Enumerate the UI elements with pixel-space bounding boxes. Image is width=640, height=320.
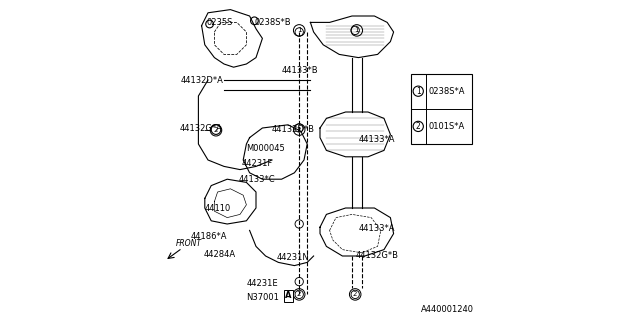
Text: 44132D*A: 44132D*A — [181, 76, 223, 84]
Text: 0235S: 0235S — [206, 18, 233, 27]
Text: 44132G*A: 44132G*A — [179, 124, 222, 132]
Text: 2: 2 — [297, 127, 301, 132]
Text: N37001: N37001 — [246, 293, 279, 302]
Text: 44186*A: 44186*A — [191, 232, 227, 241]
Text: 0238S*A: 0238S*A — [429, 87, 465, 96]
Text: 1: 1 — [416, 87, 420, 96]
Text: 2: 2 — [297, 292, 301, 297]
Text: 2: 2 — [214, 127, 218, 133]
Text: 44231E: 44231E — [246, 279, 278, 288]
Text: 44133*C: 44133*C — [239, 175, 275, 184]
Text: 44132D*B: 44132D*B — [272, 125, 315, 134]
Text: A440001240: A440001240 — [420, 305, 474, 314]
Text: 1: 1 — [355, 28, 359, 33]
Text: FRONT: FRONT — [176, 239, 202, 248]
Text: 1: 1 — [297, 28, 301, 33]
Text: 44133*A: 44133*A — [358, 135, 395, 144]
Text: 44231N: 44231N — [277, 253, 310, 262]
Text: 0238S*B: 0238S*B — [254, 18, 291, 27]
Text: 2: 2 — [353, 292, 357, 297]
Text: M000045: M000045 — [246, 144, 285, 153]
Text: A: A — [285, 292, 291, 300]
Text: 44110: 44110 — [205, 204, 231, 212]
Text: 44231F: 44231F — [242, 159, 273, 168]
Text: 44133*B: 44133*B — [282, 66, 318, 75]
Text: 44132G*B: 44132G*B — [355, 252, 398, 260]
Text: 2: 2 — [416, 122, 420, 131]
Text: 44133*A: 44133*A — [358, 224, 395, 233]
FancyBboxPatch shape — [412, 74, 472, 144]
Text: 0101S*A: 0101S*A — [429, 122, 465, 131]
Text: 44284A: 44284A — [204, 250, 236, 259]
